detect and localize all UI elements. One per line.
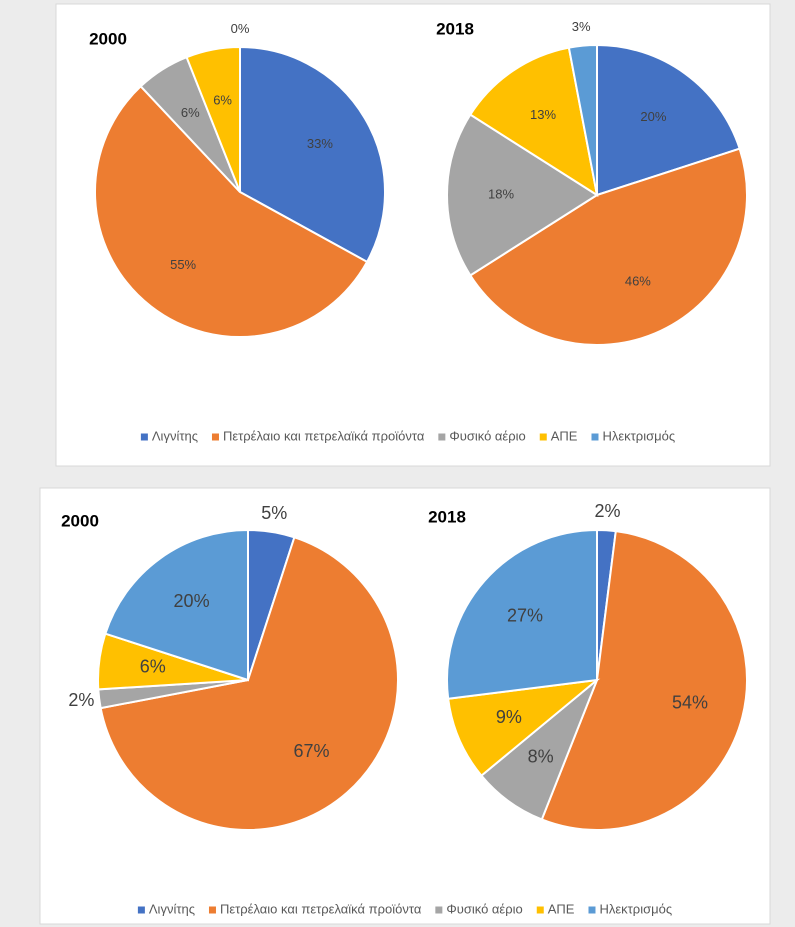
pie-slice [99,536,399,831]
pie-title: 2018 [428,507,466,526]
data-label: 20% [640,109,666,124]
pie-slice [94,84,369,338]
pie-title: 2018 [436,19,474,38]
data-label: 3% [572,19,591,34]
data-label: 55% [170,257,196,272]
pie-slice [540,530,748,831]
pie-slice [468,46,599,198]
legend-swatch [539,433,547,441]
data-label: 6% [140,657,166,677]
data-label: 67% [293,741,329,761]
legend-label: Φυσικό αέριο [449,428,525,443]
data-label: 54% [672,693,708,713]
legend-label: Ηλεκτρισμός [599,901,672,916]
pie-slice [446,528,598,700]
data-label: 6% [181,105,200,120]
pie-slice [446,113,599,277]
pie-slice [596,43,741,197]
legend-swatch [137,906,145,914]
data-label: 33% [307,136,333,151]
data-label: 6% [213,92,232,107]
pie-slice [104,528,249,682]
pie-slice [239,45,386,264]
data-label: 2% [595,501,621,521]
legend-label: Ηλεκτρισμός [602,428,675,443]
data-label: 2% [68,690,94,710]
data-label: 9% [496,707,522,727]
pie-slice [567,43,598,196]
legend-swatch [140,433,148,441]
legend-label: Λιγνίτης [149,901,195,916]
data-label: 46% [625,273,651,288]
pie-title: 2000 [61,511,99,530]
legend-label: ΑΠΕ [551,428,578,443]
data-label: 18% [488,186,514,201]
legend-swatch [211,433,219,441]
data-label: 5% [261,503,287,523]
legend-swatch [591,433,599,441]
pie-slice [468,147,748,346]
legend-swatch [536,906,544,914]
legend-label: Πετρέλαιο και πετρελαϊκά προϊόντα [223,428,425,443]
legend-swatch [208,906,216,914]
legend-swatch [435,906,443,914]
legend-label: Φυσικό αέριο [446,901,522,916]
data-label: 20% [174,591,210,611]
data-label: 13% [530,107,556,122]
legend-swatch [588,906,596,914]
data-label: 8% [528,746,554,766]
data-label: 0% [231,21,250,36]
legend-label: Λιγνίτης [152,428,198,443]
legend-label: ΑΠΕ [548,901,575,916]
data-label: 27% [507,605,543,625]
pie-slice [447,678,601,778]
legend-label: Πετρέλαιο και πετρελαϊκά προϊόντα [220,901,422,916]
legend-swatch [438,433,446,441]
pie-title: 2000 [89,29,127,48]
